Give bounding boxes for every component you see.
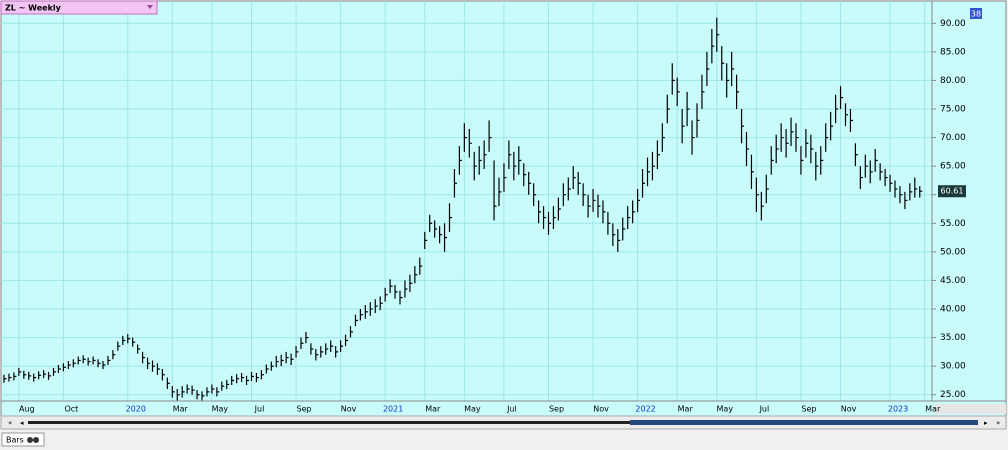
title-box[interactable]	[0, 0, 158, 15]
y-tick-label: 75.00	[940, 105, 966, 115]
scroll-left[interactable]: «	[8, 419, 12, 427]
scroll-step-right[interactable]: ▸	[984, 419, 988, 427]
x-tick-label: Sep	[297, 405, 312, 414]
x-tick-label: 2022	[635, 405, 655, 414]
x-tick-label: May	[717, 405, 734, 414]
y-tick-label: 25.00	[940, 390, 966, 400]
tab[interactable]	[1, 432, 45, 447]
y-tick-label: 90.00	[940, 19, 966, 29]
last-price-label: 60.61	[941, 187, 964, 196]
x-tick-label: Nov	[841, 405, 857, 414]
scroll-track	[28, 421, 978, 424]
tab-label: Bars	[6, 436, 24, 445]
tab-icon	[33, 437, 39, 443]
x-tick-label: Mar	[173, 405, 189, 414]
scroll-right[interactable]: »	[996, 419, 1000, 427]
chart-title: ZL ~ Weekly	[5, 4, 62, 13]
x-tick-label: Nov	[593, 405, 609, 414]
y-tick-label: 45.00	[940, 276, 966, 286]
y-tick-label: 30.00	[940, 362, 966, 372]
scroll-step-left[interactable]: ◂	[20, 419, 24, 427]
x-tick-label: Mar	[925, 405, 941, 414]
badge-box[interactable]	[970, 8, 982, 19]
dropdown-arrow[interactable]	[147, 5, 153, 9]
tab-icon	[27, 437, 33, 443]
x-tick-label: Jul	[254, 405, 265, 414]
x-tick-label: Sep	[549, 405, 564, 414]
x-tick-label: Jul	[506, 405, 517, 414]
x-tick-label: Oct	[64, 405, 78, 414]
x-tick-label: 2021	[383, 405, 403, 414]
toolbar	[934, 404, 1006, 414]
y-tick-label: 80.00	[940, 76, 966, 86]
scroll-thumb[interactable]	[630, 420, 978, 425]
y-tick-label: 50.00	[940, 247, 966, 257]
x-tick-label: 2020	[126, 405, 146, 414]
y-tick-label: 65.00	[940, 162, 966, 172]
y-tick-label: 35.00	[940, 333, 966, 343]
x-tick-label: 2023	[888, 405, 908, 414]
y-tick-label: 55.00	[940, 219, 966, 229]
x-tick-label: May	[212, 405, 229, 414]
x-tick-label: May	[464, 405, 481, 414]
x-tick-label: Nov	[341, 405, 357, 414]
x-tick-label: Sep	[801, 405, 816, 414]
y-tick-label: 70.00	[940, 133, 966, 143]
y-tick-label: 40.00	[940, 305, 966, 315]
y-tick-label: 85.00	[940, 47, 966, 57]
last-price-box	[938, 185, 966, 198]
x-tick-label: Aug	[19, 405, 35, 414]
x-tick-label: Jul	[759, 405, 770, 414]
x-tick-label: Mar	[678, 405, 694, 414]
badge: 38	[971, 10, 981, 19]
x-tick-label: Mar	[425, 405, 441, 414]
